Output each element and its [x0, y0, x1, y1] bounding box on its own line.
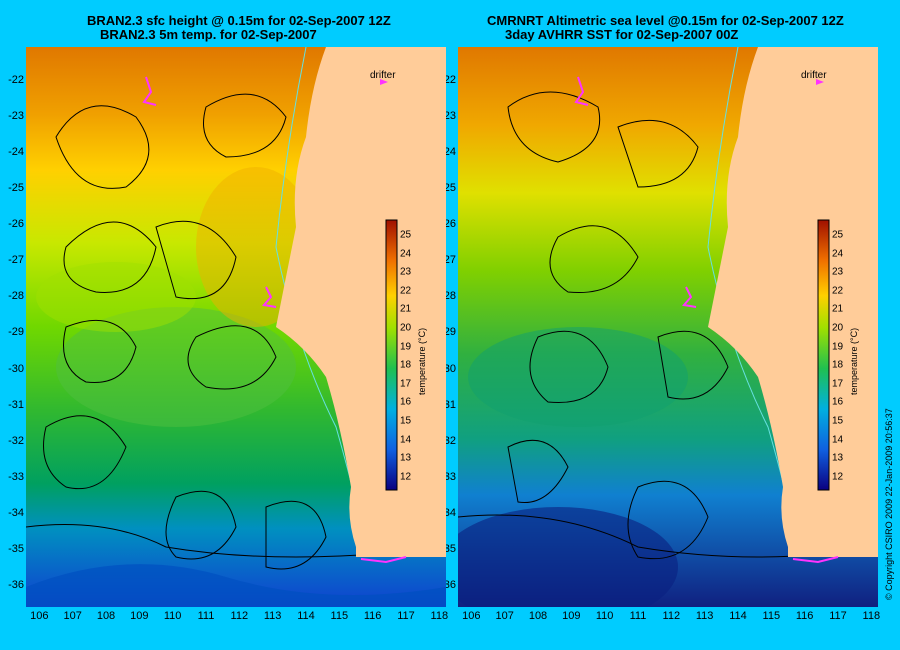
left-drifter-label: drifter — [370, 70, 396, 81]
colorbar-tick-label: 20 — [400, 322, 412, 334]
colorbar-tick-label: 12 — [400, 471, 412, 483]
left-colorbar-label: temperature (°C) — [417, 327, 427, 395]
left-map — [26, 47, 446, 607]
colorbar-tick-label: 18 — [400, 359, 412, 371]
left-title-line2: BRAN2.3 5m temp. for 02-Sep-2007 — [100, 27, 317, 42]
lon-tick-label: 111 — [629, 610, 647, 622]
colorbar-tick-label: 20 — [832, 322, 844, 334]
lat-tick-label: -32 — [8, 434, 24, 447]
lon-tick-label: 118 — [862, 610, 881, 622]
colorbar-tick-label: 22 — [832, 285, 844, 297]
colorbar-tick-label: 25 — [832, 229, 844, 241]
lat-tick-label: -35 — [8, 543, 24, 556]
lat-tick-label: -28 — [8, 290, 24, 303]
colorbar-tick-label: 17 — [400, 378, 412, 390]
right-map-panel — [458, 47, 878, 607]
lon-tick-label: 109 — [130, 610, 149, 622]
colorbar-tick-label: 22 — [400, 285, 412, 297]
colorbar-tick-label: 21 — [832, 303, 844, 315]
right-lon-axis: 106 107 108 109 110 111 112 113 114 115 116 117 118 — [458, 610, 881, 630]
colorbar-tick-label: 14 — [832, 434, 844, 446]
right-drifter-track-3 — [792, 556, 839, 564]
colorbar-tick-label: 16 — [400, 396, 412, 408]
lon-tick-label: 108 — [528, 610, 548, 622]
colorbar-tick-label: 25 — [400, 229, 412, 241]
lon-tick-label: 117 — [829, 610, 847, 622]
left-landmass — [276, 47, 446, 547]
colorbar-tick-label: 16 — [832, 396, 844, 408]
lat-tick-label: -29 — [8, 326, 24, 339]
lon-tick-label: 115 — [762, 610, 781, 622]
colorbar-tick-label: 15 — [400, 415, 412, 427]
lon-tick-label: 108 — [96, 610, 116, 622]
lon-tick-label: 110 — [595, 610, 614, 622]
left-map-panel — [26, 47, 446, 607]
right-title-line1: CMRNRT Altimetric sea level @0.15m for 0… — [487, 13, 844, 28]
lat-tick-label: -33 — [8, 470, 24, 483]
colorbar-tick-label: 24 — [832, 248, 844, 260]
colorbar-tick-label: 17 — [832, 378, 844, 390]
lon-tick-label: 111 — [197, 610, 215, 622]
colorbar-tick-label: 14 — [400, 434, 412, 446]
right-title-line2: 3day AVHRR SST for 02-Sep-2007 00Z — [505, 27, 739, 42]
lat-tick-label: -22 — [8, 73, 24, 86]
left-lat-axis: -22 -23 -24 -25 -26 -27 -28 -29 -30 -31 -32 -33 -34 -… — [0, 47, 26, 607]
colorbar-tick-label: 13 — [832, 452, 844, 464]
colorbar-tick-label: 13 — [400, 452, 412, 464]
left-drifter-track-1 — [142, 76, 157, 106]
lon-tick-label: 112 — [662, 610, 681, 622]
lon-tick-label: 116 — [363, 610, 382, 622]
lon-tick-label: 117 — [397, 610, 415, 622]
left-colorbar — [385, 219, 398, 491]
colorbar-tick-label: 12 — [832, 471, 844, 483]
lon-tick-label: 114 — [297, 610, 315, 622]
lat-tick-label: -36 — [8, 579, 24, 592]
lon-tick-label: 110 — [163, 610, 182, 622]
lon-tick-label: 106 — [30, 610, 49, 622]
left-title-line1: BRAN2.3 sfc height @ 0.15m for 02-Sep-20… — [87, 13, 391, 28]
colorbar-tick-label: 23 — [400, 266, 412, 278]
left-drifter-legend-icon — [380, 79, 388, 85]
colorbar-tick-label: 19 — [832, 341, 844, 353]
lon-tick-label: 113 — [263, 610, 282, 622]
right-colorbar — [817, 219, 830, 491]
lat-tick-label: -26 — [8, 218, 24, 231]
right-drifter-label: drifter — [801, 70, 827, 81]
right-landmass — [708, 47, 878, 547]
lon-tick-label: 112 — [230, 610, 249, 622]
left-drifter-track-3 — [360, 556, 407, 564]
lat-tick-label: -27 — [8, 254, 24, 267]
colorbar-tick-label: 15 — [832, 415, 844, 427]
lat-tick-label: -30 — [8, 362, 24, 375]
lon-tick-label: 113 — [695, 610, 714, 622]
left-drifter-track-2 — [262, 286, 277, 308]
colorbar-tick-label: 19 — [400, 341, 412, 353]
colorbar-tick-label: 21 — [400, 303, 412, 315]
right-map — [458, 47, 878, 607]
lon-tick-label: 114 — [729, 610, 747, 622]
right-drifter-legend-icon — [816, 79, 824, 85]
colorbar-tick-label: 24 — [400, 248, 412, 260]
lon-tick-label: 109 — [562, 610, 581, 622]
colorbar-tick-label: 23 — [832, 266, 844, 278]
lon-tick-label: 107 — [495, 610, 514, 622]
lon-tick-label: 116 — [795, 610, 814, 622]
lon-tick-label: 115 — [330, 610, 349, 622]
right-drifter-track-2 — [682, 286, 697, 308]
colorbar-tick-label: 18 — [832, 359, 844, 371]
lat-tick-label: -25 — [8, 181, 24, 194]
lon-tick-label: 118 — [430, 610, 449, 622]
copyright-notice: © Copyright CSIRO 2009 22-Jan-2009 20:56… — [884, 408, 894, 600]
lat-tick-label: -24 — [8, 145, 24, 158]
lat-tick-label: -31 — [8, 398, 24, 411]
lon-tick-label: 107 — [63, 610, 82, 622]
left-lon-axis: 106 107 108 109 110 111 112 113 114 115 116 117 118 — [26, 610, 449, 630]
lon-tick-label: 106 — [462, 610, 481, 622]
lat-tick-label: -34 — [8, 507, 24, 520]
right-colorbar-label: temperature (°C) — [849, 327, 859, 395]
lat-tick-label: -23 — [8, 109, 24, 122]
right-drifter-track-1 — [574, 76, 589, 106]
